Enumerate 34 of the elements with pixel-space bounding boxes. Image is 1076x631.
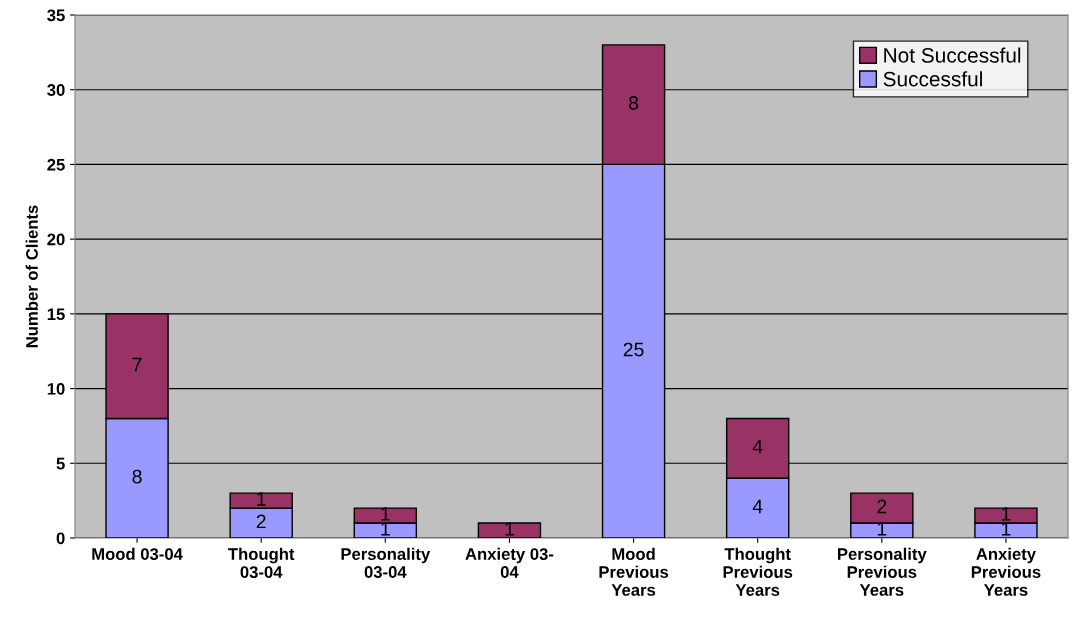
data-label: 1 (1002, 522, 1011, 536)
y-tick-label: 35 (47, 9, 65, 22)
y-tick-label: 0 (56, 532, 65, 545)
data-label: 8 (629, 96, 639, 110)
x-tick-label: Anxiety 03- 04 (465, 547, 554, 578)
x-tick-label: Thought 03-04 (228, 547, 295, 579)
y-tick-label: 10 (47, 382, 65, 395)
data-label: 2 (256, 514, 266, 529)
x-tick-label: Anxiety Previous Years (971, 547, 1041, 596)
data-label: 8 (132, 469, 142, 484)
data-label: 1 (381, 522, 390, 536)
legend-label: Not Successful (884, 47, 1021, 63)
y-tick-label: 5 (56, 457, 65, 470)
data-label: 4 (752, 499, 763, 514)
y-tick-label: 25 (47, 158, 65, 171)
x-tick-label: Mood 03-04 (92, 547, 183, 560)
x-tick-label: Personality 03-04 (341, 547, 431, 578)
x-tick-label: Thought Previous Years (723, 547, 793, 596)
data-label: 1 (505, 522, 514, 536)
y-axis-title: Number of Clients (25, 205, 38, 348)
data-label: 25 (623, 342, 644, 357)
y-tick-label: 30 (47, 84, 65, 96)
data-label: 1 (1002, 507, 1011, 521)
y-tick-label: 20 (47, 233, 65, 246)
data-label: 7 (132, 357, 142, 372)
data-label: 1 (877, 522, 887, 536)
data-label: 2 (877, 499, 887, 514)
data-label: 1 (257, 492, 266, 506)
x-tick-label: Personality Previous Years (838, 547, 927, 596)
x-tick-label: Mood Previous Years (599, 547, 669, 596)
data-label: 1 (381, 507, 390, 521)
legend-label: Successful (883, 71, 982, 87)
data-label: 4 (752, 439, 763, 454)
y-tick-label: 15 (47, 308, 65, 321)
